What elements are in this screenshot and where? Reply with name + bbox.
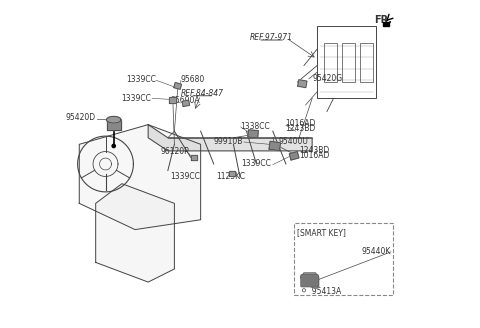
Text: 1243BD: 1243BD [300, 146, 330, 155]
Text: 1339CC: 1339CC [126, 75, 156, 84]
Polygon shape [148, 125, 312, 151]
Text: 95680: 95680 [180, 75, 204, 84]
Text: 95420G: 95420G [312, 73, 342, 83]
Polygon shape [300, 273, 319, 289]
Text: 95400U: 95400U [279, 136, 309, 146]
Polygon shape [248, 130, 258, 138]
Text: 1339CC: 1339CC [241, 159, 272, 169]
Circle shape [112, 144, 115, 148]
Polygon shape [107, 116, 121, 123]
Text: [SMART KEY]: [SMART KEY] [298, 228, 346, 237]
Text: 1339CC: 1339CC [170, 172, 200, 181]
Bar [294, 223, 393, 295]
Bar [317, 26, 376, 98]
FancyBboxPatch shape [300, 275, 318, 287]
Text: 1016AD: 1016AD [300, 151, 330, 160]
Bar [383, 22, 389, 26]
Text: 95690A: 95690A [170, 96, 200, 105]
Polygon shape [174, 83, 181, 89]
Polygon shape [169, 97, 176, 103]
Text: 1016AD: 1016AD [285, 119, 316, 129]
Text: FR.: FR. [374, 15, 393, 25]
Text: 99910B: 99910B [214, 136, 243, 146]
Text: 1125KC: 1125KC [216, 172, 245, 181]
Text: 95420D: 95420D [66, 113, 96, 122]
Polygon shape [96, 184, 174, 282]
Bar [342, 43, 355, 82]
Text: 1339CC: 1339CC [121, 94, 152, 103]
Polygon shape [269, 141, 280, 151]
Text: REF.84-847: REF.84-847 [181, 89, 224, 98]
Polygon shape [229, 171, 235, 176]
Polygon shape [298, 80, 307, 88]
Text: 95413A: 95413A [307, 287, 341, 296]
Polygon shape [182, 100, 190, 107]
Polygon shape [191, 155, 197, 160]
Polygon shape [289, 152, 299, 160]
Polygon shape [107, 120, 121, 130]
Text: 1338CC: 1338CC [240, 122, 270, 131]
Text: 1243BD: 1243BD [285, 124, 315, 133]
Polygon shape [79, 125, 201, 230]
Text: REF.97-971: REF.97-971 [250, 33, 293, 42]
Text: 95440K: 95440K [361, 247, 391, 256]
Bar [360, 43, 373, 82]
Text: 96120P: 96120P [161, 147, 190, 156]
Bar [324, 43, 337, 82]
